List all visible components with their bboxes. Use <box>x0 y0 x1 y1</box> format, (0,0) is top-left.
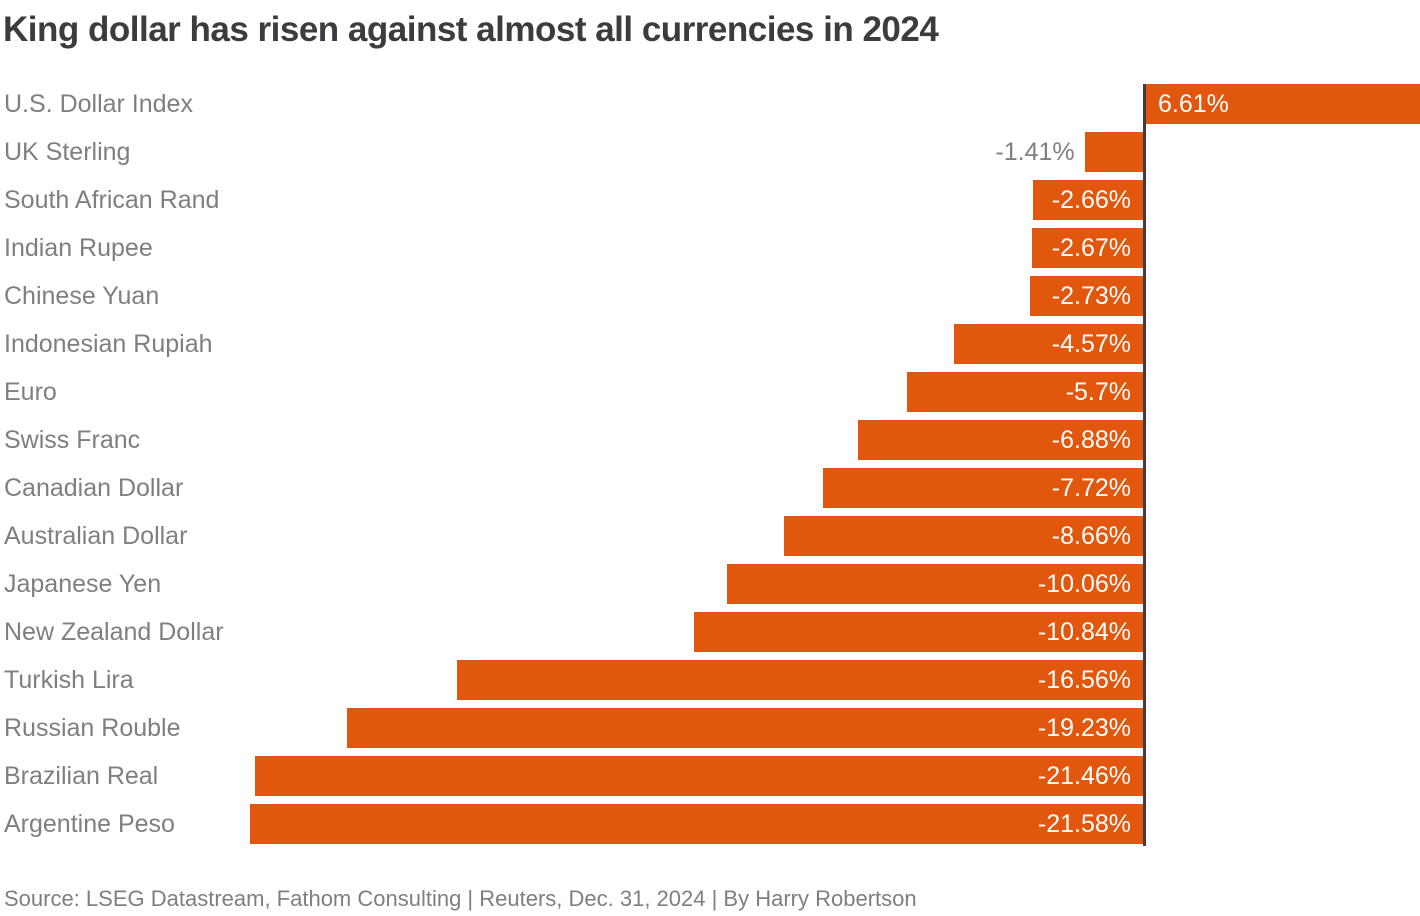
category-label: Swiss Franc <box>4 426 141 454</box>
category-label: Canadian Dollar <box>4 474 184 502</box>
value-label: -7.72% <box>1051 474 1131 502</box>
value-label: -2.73% <box>1051 282 1131 310</box>
bar <box>858 420 1143 460</box>
bar <box>1032 228 1143 268</box>
category-label: Argentine Peso <box>4 810 175 838</box>
value-label: -16.56% <box>1037 666 1131 694</box>
zero-baseline <box>1143 84 1146 846</box>
category-label: Indian Rupee <box>4 234 153 262</box>
bar <box>823 468 1143 508</box>
bar <box>1146 84 1420 124</box>
bar <box>1032 180 1143 220</box>
value-label: -5.7% <box>1065 378 1131 406</box>
category-label: South African Rand <box>4 186 220 214</box>
bar <box>249 804 1143 844</box>
bar <box>694 612 1143 652</box>
value-label: -4.57% <box>1051 330 1131 358</box>
category-label: UK Sterling <box>4 138 131 166</box>
category-label: Chinese Yuan <box>4 282 160 310</box>
category-label: Brazilian Real <box>4 762 159 790</box>
bar <box>457 660 1143 700</box>
bar <box>254 756 1143 796</box>
value-label: -10.06% <box>1037 570 1131 598</box>
category-label: New Zealand Dollar <box>4 618 224 646</box>
category-label: Russian Rouble <box>4 714 181 742</box>
category-label: Japanese Yen <box>4 570 162 598</box>
value-label: 6.61% <box>1158 90 1229 118</box>
category-label: U.S. Dollar Index <box>4 90 193 118</box>
value-label: -21.58% <box>1037 810 1131 838</box>
bar <box>1084 132 1143 172</box>
bar <box>726 564 1143 604</box>
category-label: Indonesian Rupiah <box>4 330 213 358</box>
category-label: Turkish Lira <box>4 666 134 694</box>
bar <box>346 708 1143 748</box>
source-attribution: Source: LSEG Datastream, Fathom Consulti… <box>4 886 917 911</box>
value-label: -8.66% <box>1051 522 1131 550</box>
value-label: -1.41% <box>995 138 1075 166</box>
value-label: -21.46% <box>1037 762 1131 790</box>
bar <box>784 516 1143 556</box>
chart-title: King dollar has risen against almost all… <box>3 10 939 49</box>
value-label: -2.67% <box>1051 234 1131 262</box>
category-label: Australian Dollar <box>4 522 188 550</box>
value-label: -10.84% <box>1037 618 1131 646</box>
bar <box>1029 276 1143 316</box>
category-label: Euro <box>4 378 57 406</box>
bar <box>953 324 1143 364</box>
value-label: -6.88% <box>1051 426 1131 454</box>
value-label: -2.66% <box>1051 186 1131 214</box>
value-label: -19.23% <box>1037 714 1131 742</box>
bar <box>907 372 1143 412</box>
